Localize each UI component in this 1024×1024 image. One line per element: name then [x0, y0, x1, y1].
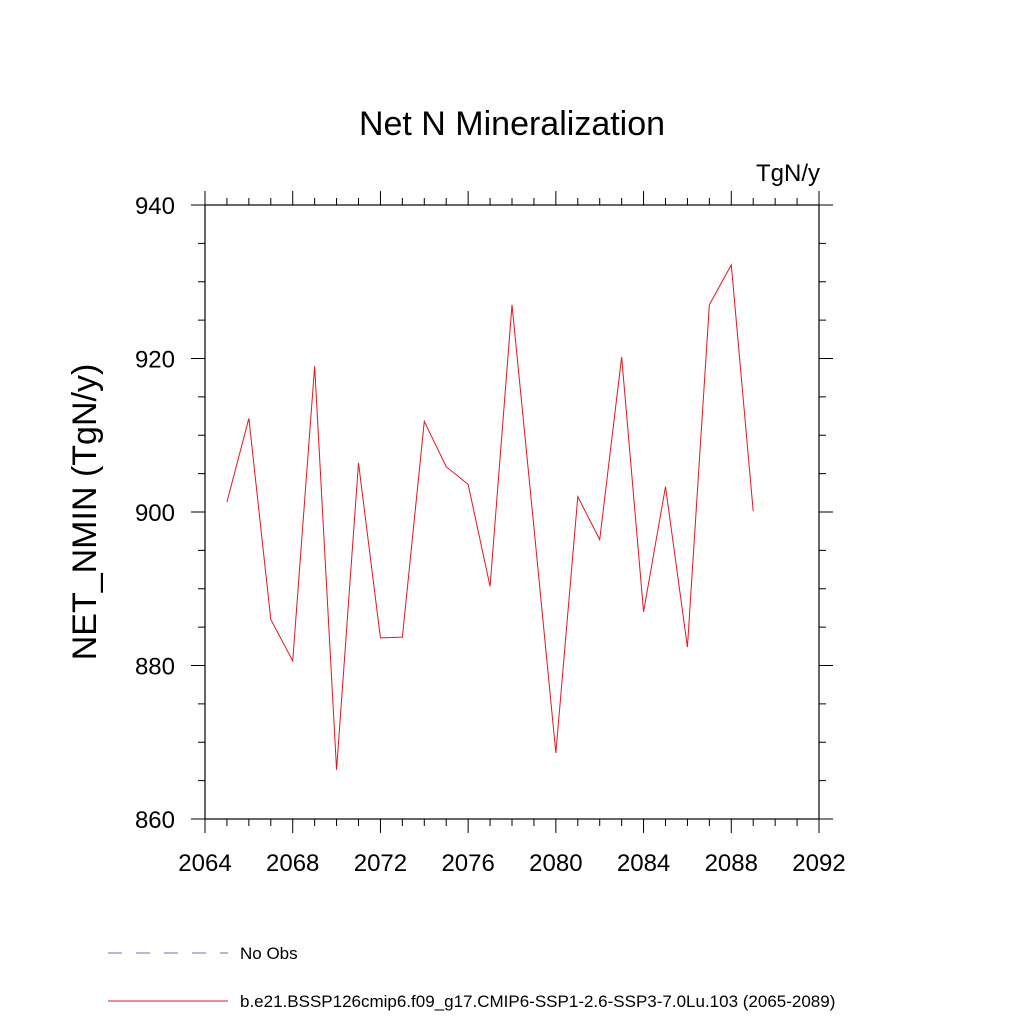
x-tick-label: 2080 [529, 850, 582, 877]
y-tick-label: 940 [135, 193, 175, 220]
axis-ticks [191, 191, 833, 833]
legend: No Obs b.e21.BSSP126cmip6.f09_g17.CMIP6-… [108, 944, 835, 1011]
series-line-0 [226, 263, 754, 770]
y-tick-label: 920 [135, 347, 175, 374]
x-tick-label: 2084 [617, 850, 670, 877]
plot-frame [204, 204, 820, 820]
legend-label-no-obs: No Obs [240, 944, 298, 963]
x-tick-label: 2072 [354, 850, 407, 877]
data-series [226, 263, 754, 770]
x-tick-label: 2092 [792, 850, 845, 877]
x-tick-label: 2068 [266, 850, 319, 877]
y-axis-label: NET_NMIN (TgN/y) [66, 364, 104, 661]
x-tick-label: 2064 [178, 850, 231, 877]
chart-title: Net N Mineralization [359, 105, 665, 143]
x-tick-label: 2076 [441, 850, 494, 877]
axis-tick-labels: 2064 2068 2072 2076 2080 2084 2088 2092 860 880 90… [135, 193, 846, 877]
y-tick-label: 880 [135, 654, 175, 681]
x-tick-label: 2088 [705, 850, 758, 877]
y-tick-label: 900 [135, 500, 175, 527]
legend-label-model-run: b.e21.BSSP126cmip6.f09_g17.CMIP6-SSP1-2.… [240, 992, 835, 1011]
units-label: TgN/y [756, 160, 820, 187]
y-tick-label: 860 [135, 807, 175, 834]
